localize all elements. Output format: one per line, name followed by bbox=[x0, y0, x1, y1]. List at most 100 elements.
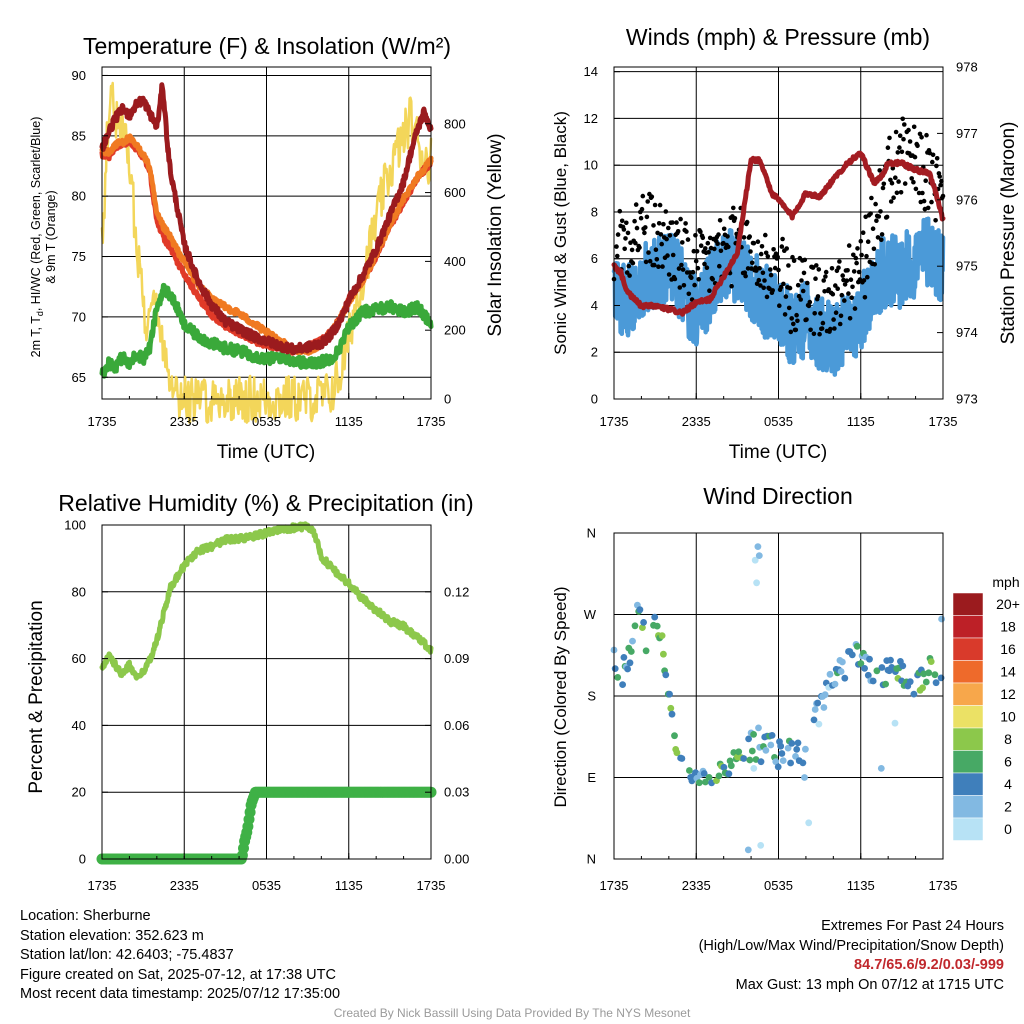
gust-point-328 bbox=[881, 181, 887, 187]
gust-point-185 bbox=[763, 250, 769, 256]
gust-point-243 bbox=[811, 331, 817, 337]
legend-title: mph bbox=[992, 574, 1019, 590]
gust-point-277 bbox=[839, 292, 845, 298]
direction-point-126 bbox=[857, 660, 865, 667]
location-text: Location: Sherburne bbox=[20, 908, 151, 924]
gust-point-288 bbox=[848, 277, 854, 283]
gust-point-335 bbox=[887, 135, 892, 141]
recent-data-text: Most recent data timestamp: 2025/07/12 1… bbox=[20, 986, 341, 1002]
created-text: Figure created on Sat, 2025-07-12, at 17… bbox=[20, 966, 336, 983]
wind-right-tick-label-4: 977 bbox=[956, 126, 978, 141]
gust-point-58 bbox=[659, 241, 664, 247]
legend-swatch-6 bbox=[952, 727, 984, 751]
direction-point-25 bbox=[660, 650, 667, 658]
direction-point-134 bbox=[869, 677, 877, 685]
gust-point-92 bbox=[687, 270, 692, 275]
gust-point-289 bbox=[849, 295, 854, 301]
gust-point-293 bbox=[852, 306, 858, 311]
gust-point-317 bbox=[872, 262, 877, 267]
gust-point-28 bbox=[634, 225, 640, 231]
direction-point-87 bbox=[778, 750, 786, 757]
direction-point-102 bbox=[814, 699, 822, 707]
rh-xtick-label-3: 1135 bbox=[335, 878, 363, 893]
gust-point-80 bbox=[677, 285, 683, 290]
gust-point-138 bbox=[725, 234, 730, 239]
gust-point-392 bbox=[934, 163, 939, 169]
rh-series-group bbox=[96, 521, 437, 865]
gust-point-10 bbox=[619, 218, 625, 224]
gust-point-177 bbox=[757, 266, 762, 271]
gust-point-213 bbox=[786, 305, 792, 311]
rh-right-tick-label-0: 0.00 bbox=[444, 852, 469, 867]
gust-point-393 bbox=[934, 156, 940, 161]
wind-xtick-label-0: 1735 bbox=[600, 414, 629, 429]
gust-point-49 bbox=[652, 262, 657, 268]
gust-point-129 bbox=[717, 218, 723, 223]
gust-point-312 bbox=[868, 211, 873, 216]
gust-point-290 bbox=[850, 284, 855, 290]
temp-left-tick-label-0: 65 bbox=[72, 370, 86, 385]
latlon-text: Station lat/lon: 42.6403; -75.4837 bbox=[20, 947, 234, 963]
gust-point-55 bbox=[656, 221, 662, 226]
direction-outlier-0 bbox=[751, 556, 759, 564]
gust-point-108 bbox=[700, 235, 706, 241]
gust-point-224 bbox=[795, 282, 801, 288]
precip-markers bbox=[96, 786, 437, 865]
direction-point-106 bbox=[820, 704, 828, 711]
wdir-left-tick-label-2: S bbox=[587, 689, 596, 704]
wind-left-tick-label-7: 14 bbox=[584, 64, 598, 79]
gust-point-103 bbox=[696, 277, 701, 282]
direction-point-3 bbox=[619, 681, 626, 688]
direction-point-154 bbox=[906, 678, 914, 686]
extremes-values: 84.7/65.6/9.2/0.03/-999 bbox=[854, 957, 1004, 973]
gust-point-166 bbox=[748, 249, 753, 254]
humidity-panel: Relative Humidity (%) & Precipitation (i… bbox=[26, 490, 474, 893]
gust-point-287 bbox=[847, 316, 853, 321]
legend-label-10: 0 bbox=[1004, 821, 1012, 837]
rh-xtick-label-1: 2335 bbox=[170, 878, 199, 893]
gust-point-183 bbox=[762, 278, 767, 283]
gust-point-72 bbox=[670, 252, 676, 258]
direction-outlier-11 bbox=[938, 615, 945, 623]
direction-point-16 bbox=[639, 624, 646, 631]
gust-point-48 bbox=[651, 223, 656, 228]
gust-point-50 bbox=[652, 202, 658, 208]
direction-point-48 bbox=[705, 774, 713, 781]
gust-point-178 bbox=[758, 283, 763, 288]
temp-right-tick-label-2: 400 bbox=[444, 254, 466, 269]
gust-point-18 bbox=[626, 263, 632, 269]
gust-point-254 bbox=[820, 320, 826, 326]
gust-point-343 bbox=[893, 129, 899, 135]
gust-point-184 bbox=[763, 232, 768, 238]
gust-point-97 bbox=[691, 248, 697, 254]
gust-point-23 bbox=[630, 260, 636, 266]
gust-point-270 bbox=[833, 310, 839, 316]
gust-point-272 bbox=[835, 286, 840, 292]
direction-point-70 bbox=[750, 731, 757, 738]
legend-swatch-7 bbox=[952, 750, 984, 774]
direction-outlier-5 bbox=[744, 846, 752, 854]
gust-point-366 bbox=[912, 154, 918, 160]
direction-point-34 bbox=[673, 749, 681, 757]
direction-point-77 bbox=[762, 747, 770, 754]
gust-point-91 bbox=[686, 291, 692, 297]
temp-xtick-label-4: 1735 bbox=[417, 414, 446, 429]
direction-point-95 bbox=[794, 739, 802, 747]
rh-axis-ticks: 1735 2335 0535 1135 17350204060801000.000.03… bbox=[64, 518, 469, 894]
gust-point-199 bbox=[775, 254, 780, 260]
temp-y-left-label-2: & 9m T (Orange) bbox=[44, 190, 58, 283]
gust-point-191 bbox=[768, 272, 774, 278]
direction-point-155 bbox=[910, 690, 918, 698]
gust-point-230 bbox=[800, 288, 806, 294]
gust-point-42 bbox=[646, 250, 651, 255]
legend-swatch-10 bbox=[952, 817, 984, 841]
gust-point-250 bbox=[817, 331, 822, 337]
gust-point-34 bbox=[639, 206, 645, 212]
gust-point-318 bbox=[873, 201, 878, 207]
gust-point-298 bbox=[856, 269, 862, 275]
gust-point-74 bbox=[672, 276, 678, 282]
gust-point-35 bbox=[640, 193, 646, 199]
gust-point-362 bbox=[909, 176, 914, 181]
gust-point-286 bbox=[846, 243, 852, 248]
gust-point-56 bbox=[657, 202, 663, 208]
